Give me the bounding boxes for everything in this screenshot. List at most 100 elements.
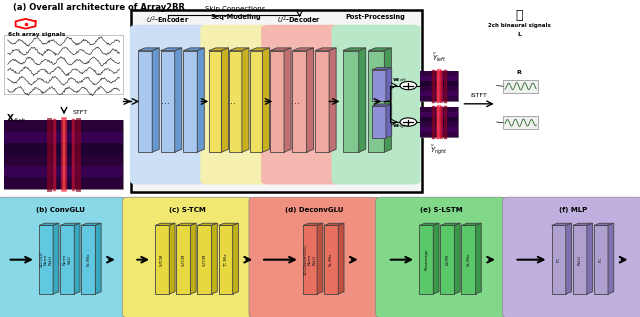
- Polygon shape: [324, 223, 344, 225]
- Bar: [420, 75, 458, 81]
- Bar: [420, 71, 458, 101]
- Text: LSTM: LSTM: [445, 254, 449, 265]
- Polygon shape: [594, 225, 608, 294]
- Polygon shape: [262, 48, 269, 152]
- Bar: [420, 91, 458, 96]
- Bar: [4, 166, 123, 177]
- Text: Sc-Mix: Sc-Mix: [467, 253, 470, 266]
- Bar: [503, 80, 538, 93]
- Polygon shape: [233, 223, 239, 294]
- Text: 2D-GLU
Norm
ReLU: 2D-GLU Norm ReLU: [40, 252, 52, 268]
- Polygon shape: [81, 225, 95, 294]
- Polygon shape: [198, 225, 212, 294]
- Bar: [420, 107, 458, 137]
- Bar: [420, 96, 458, 101]
- Polygon shape: [292, 48, 314, 51]
- Polygon shape: [183, 51, 197, 152]
- Text: S-TCM: S-TCM: [181, 254, 186, 266]
- Text: Seq-Modeling: Seq-Modeling: [210, 14, 261, 20]
- Polygon shape: [315, 48, 336, 51]
- Bar: [4, 155, 123, 166]
- Polygon shape: [60, 223, 80, 225]
- Polygon shape: [197, 48, 204, 152]
- Polygon shape: [369, 48, 392, 51]
- Polygon shape: [594, 223, 614, 225]
- Text: ReLU: ReLU: [578, 255, 582, 265]
- Polygon shape: [74, 223, 80, 294]
- Text: (b) ConvGLU: (b) ConvGLU: [36, 207, 85, 213]
- Polygon shape: [372, 106, 386, 138]
- Polygon shape: [138, 51, 152, 152]
- Polygon shape: [242, 48, 249, 152]
- Polygon shape: [60, 225, 74, 294]
- Bar: [4, 120, 123, 132]
- FancyBboxPatch shape: [130, 25, 209, 184]
- FancyBboxPatch shape: [332, 25, 420, 184]
- Bar: [420, 122, 458, 127]
- Bar: [503, 116, 538, 129]
- Polygon shape: [198, 223, 218, 225]
- Polygon shape: [419, 225, 433, 294]
- Text: $\tilde{Y}_{left}$: $\tilde{Y}_{left}$: [432, 52, 446, 64]
- Polygon shape: [329, 48, 336, 152]
- Polygon shape: [177, 225, 191, 294]
- Polygon shape: [552, 225, 566, 294]
- Text: S-TCM: S-TCM: [202, 254, 207, 266]
- Polygon shape: [270, 51, 284, 152]
- FancyBboxPatch shape: [0, 197, 126, 317]
- Polygon shape: [219, 225, 233, 294]
- FancyBboxPatch shape: [200, 25, 270, 184]
- FancyBboxPatch shape: [122, 197, 253, 317]
- Polygon shape: [191, 223, 196, 294]
- FancyBboxPatch shape: [131, 10, 422, 192]
- Polygon shape: [587, 223, 593, 294]
- Text: R: R: [516, 70, 522, 75]
- Text: ...: ...: [291, 96, 300, 107]
- Polygon shape: [303, 223, 323, 225]
- Polygon shape: [440, 225, 454, 294]
- Text: Sc-Mix: Sc-Mix: [86, 253, 90, 266]
- Text: $\mathbf{w}_{right}$: $\mathbf{w}_{right}$: [392, 123, 410, 133]
- FancyBboxPatch shape: [261, 25, 340, 184]
- Polygon shape: [219, 223, 239, 225]
- Bar: [4, 143, 123, 154]
- Bar: [420, 117, 458, 122]
- Polygon shape: [39, 225, 53, 294]
- Polygon shape: [292, 51, 307, 152]
- Bar: [420, 70, 458, 75]
- Text: 6ch array signals: 6ch array signals: [8, 32, 65, 37]
- Polygon shape: [170, 223, 175, 294]
- Polygon shape: [284, 48, 291, 152]
- Text: STFT: STFT: [72, 110, 88, 115]
- Polygon shape: [229, 51, 242, 152]
- Bar: [4, 35, 123, 94]
- Text: 2ch binaural signals: 2ch binaural signals: [488, 23, 550, 28]
- Text: (d) DeconvGLU: (d) DeconvGLU: [285, 207, 344, 213]
- Text: FC: FC: [557, 257, 561, 262]
- Polygon shape: [372, 104, 392, 106]
- Text: FC: FC: [599, 257, 603, 262]
- Polygon shape: [250, 48, 269, 51]
- Polygon shape: [156, 225, 170, 294]
- Circle shape: [400, 118, 417, 126]
- Text: (a) Overall architecture of Array2BR: (a) Overall architecture of Array2BR: [13, 3, 185, 11]
- FancyBboxPatch shape: [249, 197, 380, 317]
- Polygon shape: [183, 48, 204, 51]
- Polygon shape: [552, 223, 572, 225]
- Polygon shape: [566, 223, 572, 294]
- Text: Post-Processing: Post-Processing: [346, 14, 406, 20]
- Polygon shape: [209, 48, 228, 51]
- Bar: [420, 132, 458, 137]
- Polygon shape: [433, 223, 439, 294]
- Bar: [4, 132, 123, 143]
- Polygon shape: [161, 51, 175, 152]
- Polygon shape: [573, 223, 593, 225]
- Polygon shape: [386, 104, 392, 138]
- Polygon shape: [152, 48, 159, 152]
- Polygon shape: [221, 48, 228, 152]
- Polygon shape: [369, 51, 385, 152]
- Text: (e) S-LSTM: (e) S-LSTM: [420, 207, 462, 213]
- FancyBboxPatch shape: [376, 197, 506, 317]
- Polygon shape: [307, 48, 314, 152]
- Polygon shape: [573, 225, 587, 294]
